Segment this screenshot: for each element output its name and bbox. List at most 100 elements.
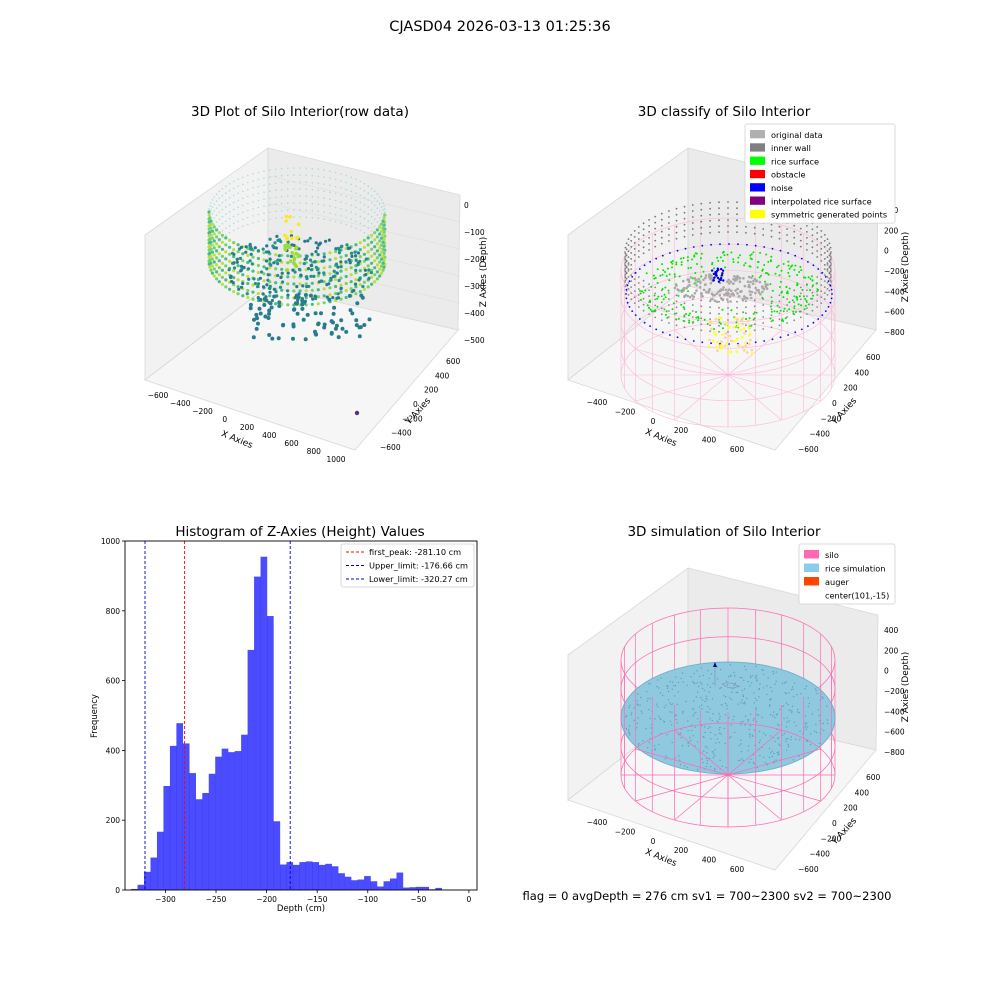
classify-symmetric-point [742, 327, 746, 330]
raw-point [378, 217, 381, 219]
rice-simulation-point [654, 718, 656, 720]
classify-rice-point [796, 274, 799, 276]
classify-original-point [708, 276, 711, 279]
classify-wall-point [637, 282, 640, 284]
raw-point [247, 209, 249, 212]
raw-point [336, 265, 340, 269]
raw-point [251, 269, 255, 273]
raw-point [350, 225, 353, 228]
raw-point [218, 197, 221, 200]
raw-point [286, 303, 290, 307]
classify-wall-point [637, 306, 640, 308]
rice-simulation-point [817, 709, 819, 711]
classify-wall-point [683, 205, 686, 208]
raw-point [382, 230, 384, 232]
raw-point [334, 199, 337, 202]
classify-original-point [765, 287, 769, 291]
raw-point [345, 243, 349, 247]
raw-point [224, 257, 228, 261]
raw-point [278, 258, 282, 262]
raw-point [384, 208, 386, 210]
classify-wall-point [826, 294, 829, 296]
classify-noise-point [661, 331, 664, 334]
raw-point [221, 236, 224, 239]
rice-simulation-point [818, 742, 821, 744]
raw-point [299, 167, 301, 169]
raw-point [359, 180, 362, 183]
classify-wall-point [718, 312, 720, 315]
classify-wall-point [630, 258, 633, 260]
raw-point [210, 244, 212, 246]
raw-point [289, 229, 294, 234]
rice-simulation-point [707, 727, 709, 730]
raw-point [339, 276, 343, 280]
classify-wall-point [648, 295, 650, 297]
raw-point [340, 187, 342, 189]
raw-point [274, 203, 277, 206]
raw-point [333, 326, 338, 331]
classify-rice-point [639, 289, 641, 292]
raw-point [242, 204, 244, 207]
rice-simulation-point [759, 730, 761, 733]
classify-x-tick: 0 [651, 417, 656, 426]
classify-symmetric-point [740, 335, 744, 339]
classify-wall-point [799, 233, 802, 236]
classify-wall-point [718, 219, 720, 222]
raw-point [249, 246, 253, 250]
classify-rice-point [805, 284, 808, 286]
classify-wall-point [727, 301, 729, 303]
classify-wall-point [762, 228, 765, 230]
classify-rice-point [739, 254, 741, 257]
raw-point [266, 273, 270, 277]
raw-point [236, 271, 240, 275]
classify-rice-point [656, 297, 659, 300]
raw-z-tick: 0 [464, 201, 469, 210]
raw-point [287, 174, 289, 176]
rice-simulation-point [734, 682, 736, 685]
rice-simulation-point [709, 686, 712, 688]
histogram-frame [124, 540, 478, 891]
rice-simulation-point [705, 745, 707, 748]
raw-point [373, 245, 377, 249]
histogram-legend-box [340, 543, 475, 588]
raw-point [334, 185, 337, 188]
raw-point [285, 245, 290, 249]
classify-wall-point [823, 246, 826, 248]
classify-wall-point [826, 262, 829, 264]
classify-rice-point [675, 261, 678, 264]
raw-point [274, 246, 278, 250]
classify-symmetric-point [740, 319, 743, 323]
classify-wall-point [820, 230, 823, 232]
raw-point [367, 199, 370, 201]
silo-spoke [635, 348, 729, 376]
classify-original-point [686, 278, 689, 281]
silo-spoke [727, 348, 821, 376]
classify-wall-point [648, 225, 650, 227]
classify-wall-point [624, 264, 627, 267]
raw-point [362, 252, 366, 256]
rice-simulation-point [740, 724, 742, 726]
classify-wall-point [806, 295, 808, 297]
classify-original-point [726, 280, 729, 283]
classify-wall-point [806, 231, 808, 233]
rice-simulation-point [674, 684, 677, 687]
rice-simulation-point [774, 683, 776, 685]
raw-point [232, 276, 236, 280]
raw-point [265, 244, 269, 248]
raw-point [212, 225, 216, 229]
raw-point [242, 225, 244, 228]
classify-wall-point [736, 207, 738, 210]
classify-wall-point [637, 226, 640, 228]
classify-symmetric-point [724, 321, 728, 325]
classify-rice-point [798, 295, 801, 298]
classify-rice-point [771, 289, 774, 292]
classify-rice-point [812, 284, 814, 287]
raw-point [289, 254, 293, 258]
raw-point [274, 210, 277, 213]
classify-symmetric-point [735, 337, 739, 341]
classify-rice-point [686, 259, 689, 262]
classify-wall-point [829, 270, 832, 273]
raw-point [322, 266, 326, 270]
raw-point [267, 308, 272, 313]
raw-point [291, 336, 295, 341]
